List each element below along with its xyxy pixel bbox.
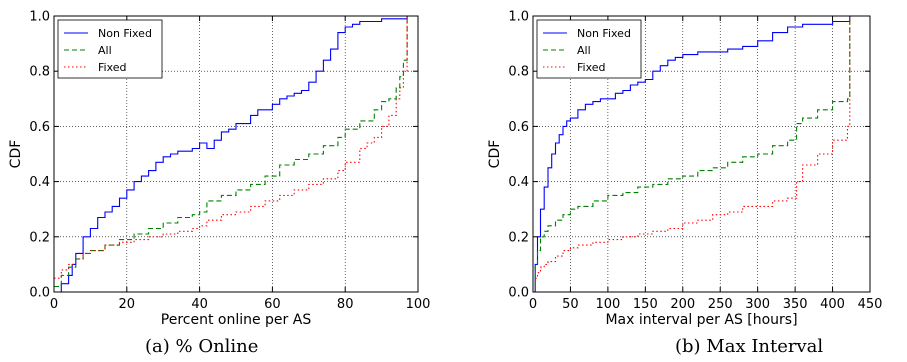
legend-box <box>536 19 642 79</box>
series-line-fixed <box>54 16 408 279</box>
x-tick-label: 150 <box>633 297 658 312</box>
x-tick-label: 0 <box>50 297 58 312</box>
y-tick-label: 0.0 <box>508 286 529 301</box>
subfigure-caption: (b) Max Interval <box>675 336 823 357</box>
y-tick-label: 0.4 <box>29 175 50 190</box>
y-tick-label: 0.8 <box>29 65 50 80</box>
y-axis-label: CDF <box>487 140 503 169</box>
series-line-non-fixed <box>54 16 408 293</box>
x-tick-label: 0 <box>529 297 537 312</box>
x-tick-label: 200 <box>670 297 695 312</box>
x-tick-label: 40 <box>191 297 208 312</box>
x-tick-label: 450 <box>858 297 883 312</box>
y-axis-label: CDF <box>8 140 24 169</box>
x-axis-label: Percent online per AS <box>161 312 312 328</box>
y-tick-label: 0.0 <box>29 286 50 301</box>
legend-label: Non Fixed <box>577 27 631 40</box>
legend-label: All <box>98 44 112 57</box>
axes-frame <box>53 15 419 293</box>
y-tick-label: 1.0 <box>29 10 50 25</box>
x-tick-label: 350 <box>783 297 808 312</box>
y-tick-label: 0.2 <box>508 230 529 245</box>
legend-label: Fixed <box>577 61 606 74</box>
y-tick-label: 0.8 <box>508 65 529 80</box>
x-tick-label: 60 <box>264 297 281 312</box>
series-line-fixed <box>533 16 851 293</box>
y-tick-label: 0.4 <box>508 175 529 190</box>
x-tick-label: 100 <box>406 297 431 312</box>
legend-box <box>57 19 163 79</box>
y-tick-label: 0.6 <box>508 120 529 135</box>
legend-label: Fixed <box>98 61 127 74</box>
x-tick-label: 100 <box>595 297 620 312</box>
x-tick-label: 250 <box>708 297 733 312</box>
chart-1: 0 50 100 150 200 250 300 350 400 450 0.0 0.2 0.4 0.6 0… <box>487 10 882 358</box>
x-axis-label: Max interval per AS [hours] <box>605 312 797 328</box>
chart-0: 0 20 40 60 80 100 0.0 0.2 0.4 0.6 0.8 1.0 Percent on… <box>8 10 430 358</box>
x-tick-label: 50 <box>562 297 579 312</box>
x-tick-label: 20 <box>119 297 136 312</box>
y-tick-label: 0.2 <box>29 230 50 245</box>
subfigure-caption: (a) % Online <box>145 336 258 357</box>
legend-label: Non Fixed <box>98 27 152 40</box>
x-tick-label: 400 <box>820 297 845 312</box>
legend-label: All <box>577 44 591 57</box>
y-tick-label: 0.6 <box>29 120 50 135</box>
x-tick-label: 80 <box>337 297 354 312</box>
series-line-all <box>54 16 408 288</box>
x-tick-label: 300 <box>745 297 770 312</box>
y-tick-label: 1.0 <box>508 10 529 25</box>
series-line-all <box>533 16 851 293</box>
series-line-non-fixed <box>533 16 851 293</box>
axes-frame <box>532 15 871 293</box>
